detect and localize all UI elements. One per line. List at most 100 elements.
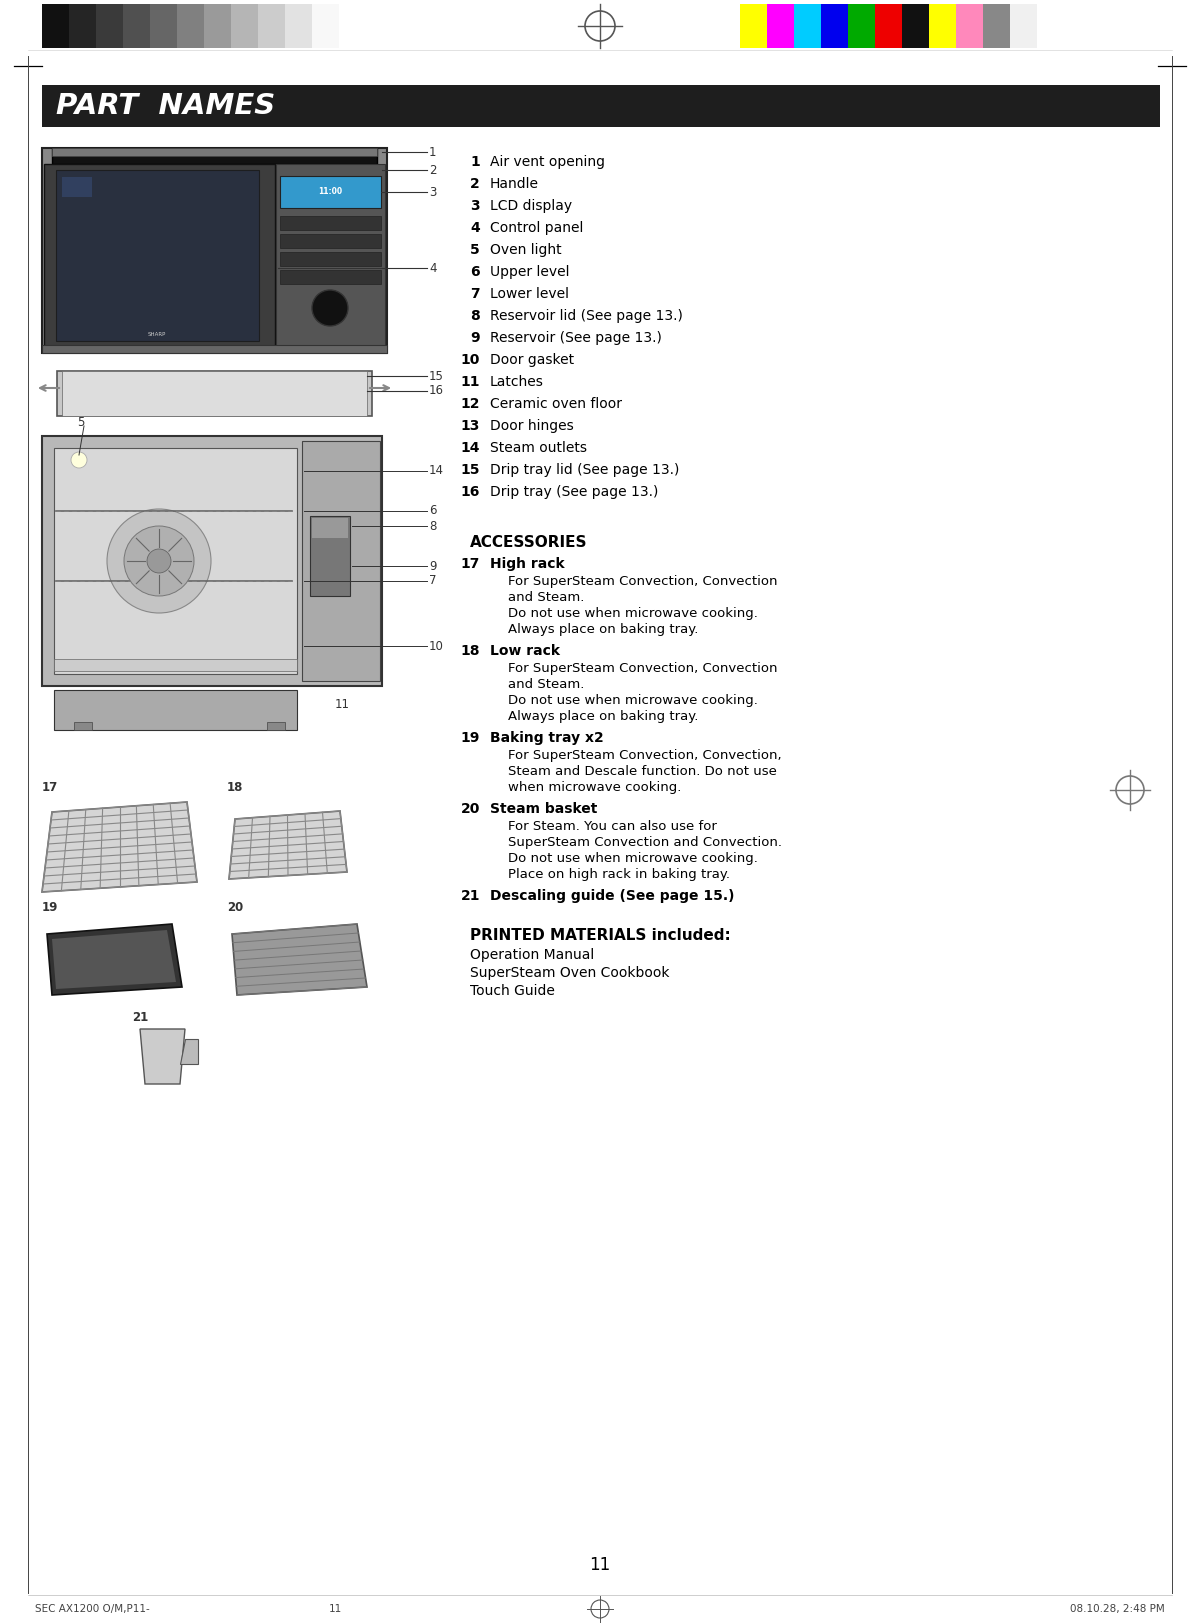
Text: 9: 9 (430, 560, 437, 573)
Text: Air vent opening: Air vent opening (490, 156, 605, 169)
Bar (42, 3, 70, 49)
Text: Reservoir lid (See page 13.): Reservoir lid (See page 13.) (490, 308, 683, 323)
Text: and Steam.: and Steam. (508, 678, 584, 691)
Bar (286, 3, 312, 49)
Text: Door gasket: Door gasket (490, 352, 574, 367)
Text: 13: 13 (54, 698, 70, 711)
Text: 10: 10 (430, 639, 444, 652)
Bar (312, 518, 348, 537)
Text: Handle: Handle (490, 177, 539, 192)
Bar (44, 164, 275, 351)
Text: 11: 11 (461, 375, 480, 390)
Bar (280, 175, 382, 208)
Text: High rack: High rack (490, 557, 565, 571)
Text: when microwave cooking.: when microwave cooking. (508, 781, 682, 794)
Text: 14: 14 (430, 464, 444, 477)
Text: Ceramic oven floor: Ceramic oven floor (490, 398, 622, 411)
Text: 8: 8 (470, 308, 480, 323)
Bar (70, 3, 96, 49)
Text: 6: 6 (430, 505, 437, 518)
Text: 3: 3 (430, 185, 437, 198)
Text: Do not use when microwave cooking.: Do not use when microwave cooking. (508, 695, 758, 708)
Text: 14: 14 (461, 441, 480, 454)
Text: 16: 16 (430, 385, 444, 398)
Text: Door hinges: Door hinges (490, 419, 574, 433)
Text: SuperSteam Convection and Convection.: SuperSteam Convection and Convection. (508, 836, 782, 849)
Text: 6: 6 (470, 265, 480, 279)
Text: Upper level: Upper level (490, 265, 570, 279)
Text: For SuperSteam Convection, Convection: For SuperSteam Convection, Convection (508, 575, 778, 588)
Text: Oven light: Oven light (490, 243, 562, 256)
Text: Drip tray (See page 13.): Drip tray (See page 13.) (490, 485, 659, 498)
Bar (280, 234, 382, 248)
Bar (74, 722, 92, 730)
Text: Drip tray lid (See page 13.): Drip tray lid (See page 13.) (490, 463, 679, 477)
Text: 5: 5 (77, 415, 84, 428)
Text: 18: 18 (461, 644, 480, 657)
Text: 5: 5 (470, 243, 480, 256)
Text: 15: 15 (430, 370, 444, 383)
Polygon shape (180, 1039, 198, 1065)
Bar (794, 3, 821, 49)
Bar (52, 148, 377, 156)
Bar (983, 3, 1010, 49)
Text: 11: 11 (335, 698, 349, 711)
Bar (1010, 3, 1037, 49)
Text: For SuperSteam Convection, Convection: For SuperSteam Convection, Convection (508, 662, 778, 675)
Polygon shape (42, 802, 197, 893)
Bar (276, 164, 385, 351)
Circle shape (148, 549, 172, 573)
Text: For Steam. You can also use for: For Steam. You can also use for (508, 820, 716, 833)
Text: SHARP: SHARP (148, 333, 166, 338)
Text: LCD display: LCD display (490, 200, 572, 213)
Bar (848, 3, 875, 49)
Circle shape (71, 451, 88, 467)
Text: 7: 7 (430, 575, 437, 588)
Text: PART  NAMES: PART NAMES (56, 93, 275, 120)
Text: Always place on baking tray.: Always place on baking tray. (508, 709, 698, 722)
Bar (150, 3, 178, 49)
Bar (54, 448, 298, 674)
Text: 11: 11 (589, 1556, 611, 1574)
Text: 15: 15 (461, 463, 480, 477)
Text: 3: 3 (470, 200, 480, 213)
Text: Always place on baking tray.: Always place on baking tray. (508, 623, 698, 636)
Text: 17: 17 (461, 557, 480, 571)
Polygon shape (140, 1029, 185, 1084)
Text: 21: 21 (132, 1011, 149, 1024)
Bar (875, 3, 902, 49)
Bar (178, 3, 204, 49)
Text: Steam basket: Steam basket (490, 802, 598, 816)
Text: Reservoir (See page 13.): Reservoir (See page 13.) (490, 331, 662, 346)
Text: SEC AX1200 O/M,P11-: SEC AX1200 O/M,P11- (35, 1604, 150, 1613)
Bar (258, 3, 286, 49)
Text: 12: 12 (174, 698, 190, 711)
Bar (767, 3, 794, 49)
Text: 7: 7 (470, 287, 480, 300)
Bar (62, 372, 367, 415)
Text: 08.10.28, 2:48 PM: 08.10.28, 2:48 PM (1070, 1604, 1165, 1613)
Text: Baking tray x2: Baking tray x2 (490, 730, 604, 745)
Bar (280, 269, 382, 284)
Text: 18: 18 (227, 781, 244, 794)
Bar (42, 437, 382, 687)
Text: Control panel: Control panel (490, 221, 583, 235)
Text: 10: 10 (461, 352, 480, 367)
Bar (280, 216, 382, 230)
Polygon shape (232, 923, 367, 995)
Polygon shape (47, 923, 182, 995)
Text: 8: 8 (430, 519, 437, 532)
Text: PRINTED MATERIALS included:: PRINTED MATERIALS included: (470, 928, 731, 943)
Text: 9: 9 (470, 331, 480, 346)
Bar (956, 3, 983, 49)
Text: 19: 19 (461, 730, 480, 745)
Text: 11:00: 11:00 (318, 188, 342, 196)
Text: Latches: Latches (490, 375, 544, 390)
Text: Descaling guide (See page 15.): Descaling guide (See page 15.) (490, 889, 734, 902)
Circle shape (124, 526, 194, 596)
Bar (266, 722, 286, 730)
Bar (312, 3, 340, 49)
Text: Operation Manual: Operation Manual (470, 948, 594, 962)
Text: Touch Guide: Touch Guide (470, 984, 554, 998)
Text: 20: 20 (461, 802, 480, 816)
